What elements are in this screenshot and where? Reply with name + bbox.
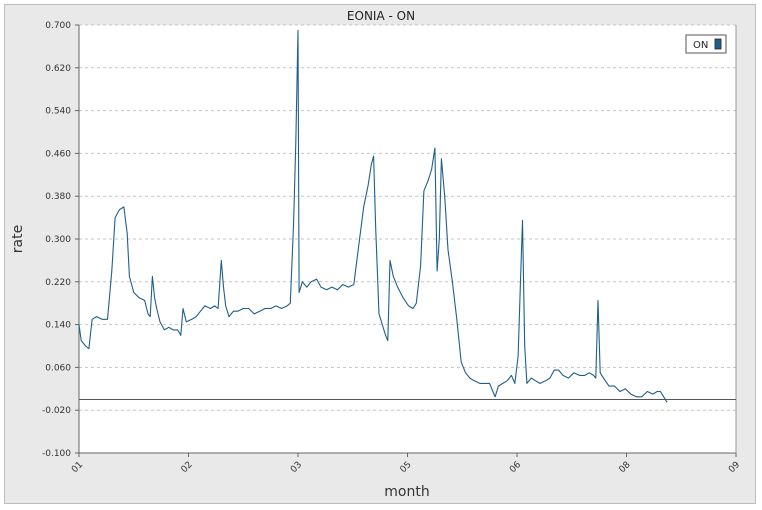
line-chart: -0.100 -0.020 0.060 0.140 0.220 0.300 0.380 0.4… <box>10 9 742 500</box>
y-tick-label: 0.620 <box>45 64 71 74</box>
y-tick-label: -0.100 <box>42 449 71 459</box>
y-tick-label: 0.540 <box>45 107 71 117</box>
y-axis-label: rate <box>10 225 26 253</box>
x-tick-label: 09 <box>727 460 742 475</box>
x-tick-label: 03 <box>289 460 304 475</box>
x-axis-label: month <box>384 484 429 500</box>
chart-frame: -0.100 -0.020 0.060 0.140 0.220 0.300 0.380 0.4… <box>4 4 756 504</box>
x-tick-label: 05 <box>399 460 414 475</box>
chart-title: EONIA - ON <box>347 9 415 23</box>
legend: ON <box>685 34 727 54</box>
x-tick-label: 01 <box>70 460 85 475</box>
x-tick-label: 06 <box>508 460 523 475</box>
y-tick-label: 0.380 <box>45 192 71 202</box>
x-tick-label: 02 <box>180 460 195 475</box>
x-tick-label: 08 <box>618 460 633 475</box>
y-tick-label: -0.020 <box>42 406 71 416</box>
x-tick-labels: 01 02 03 05 06 08 09 <box>70 453 742 475</box>
y-tick-label: 0.300 <box>45 235 71 245</box>
series-line-on <box>78 29 668 403</box>
y-tick-labels: -0.100 -0.020 0.060 0.140 0.220 0.300 0.380 0.4… <box>42 21 79 459</box>
y-tick-label: 0.220 <box>45 278 71 288</box>
y-tick-label: 0.140 <box>45 321 71 331</box>
y-tick-label: 0.700 <box>45 21 71 31</box>
grid-lines <box>79 24 736 411</box>
y-tick-label: 0.460 <box>45 149 71 159</box>
legend-swatch-on <box>714 38 722 50</box>
y-tick-label: 0.060 <box>45 363 71 373</box>
legend-label-on: ON <box>693 40 708 51</box>
